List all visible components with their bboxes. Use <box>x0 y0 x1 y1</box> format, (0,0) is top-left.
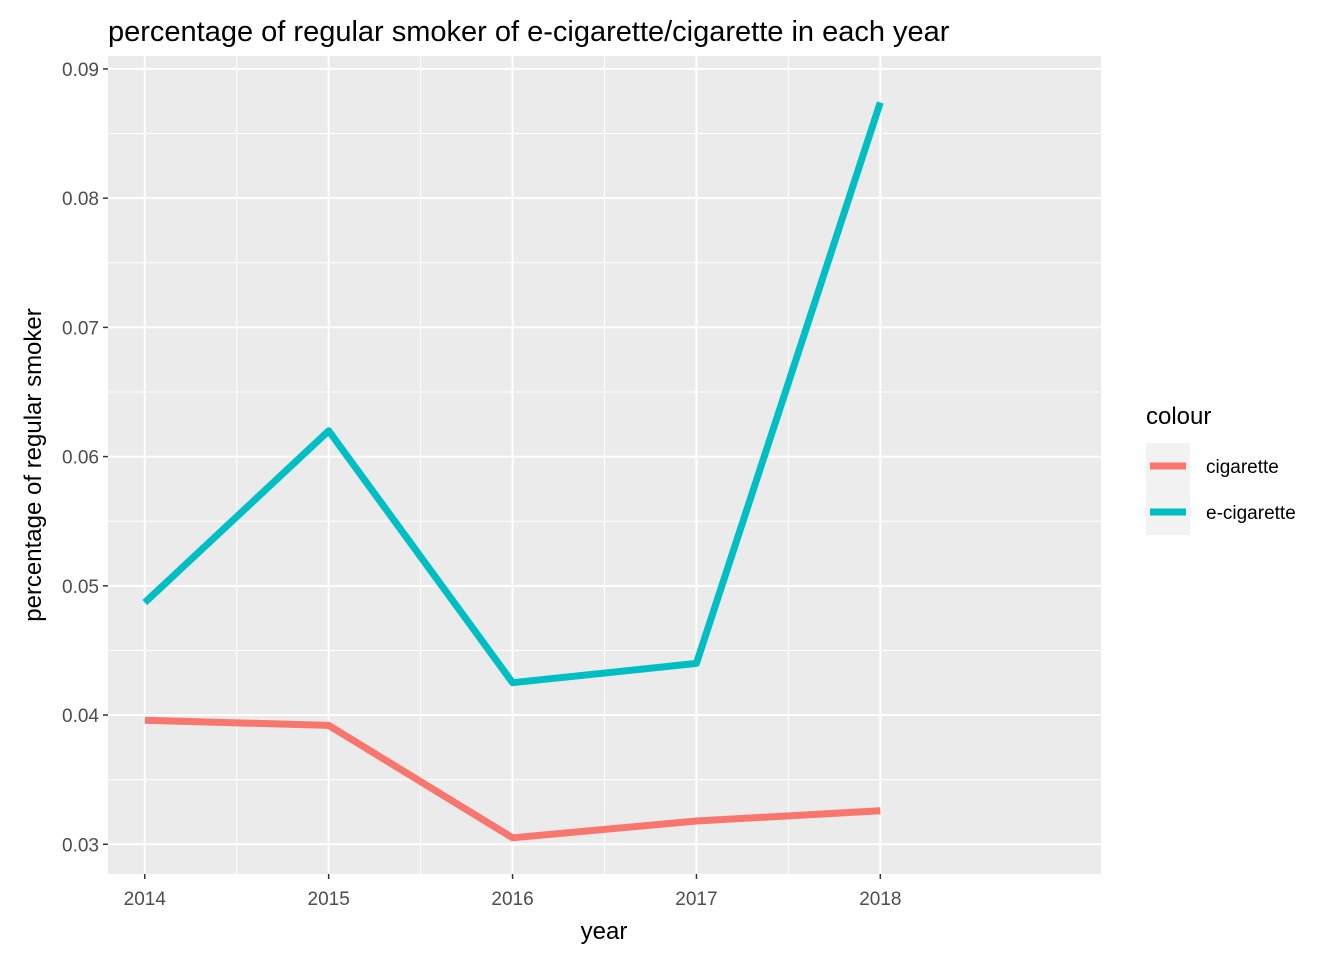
y-tick-label: 0.09 <box>62 60 99 81</box>
x-axis-title: year <box>581 918 628 945</box>
y-axis-title: percentage of regular smoker <box>20 308 47 622</box>
x-tick-label: 2015 <box>308 889 350 910</box>
grid <box>108 56 1101 874</box>
series-line-e-cigarette <box>142 101 884 687</box>
x-tick-label: 2018 <box>859 889 901 910</box>
series-line-cigarette <box>144 716 881 842</box>
legend: colour cigarette e-cigarette <box>1146 403 1296 535</box>
series-lines <box>142 101 884 842</box>
y-axis: 0.03 0.04 0.05 0.06 0.07 0.08 0.09 <box>62 60 108 856</box>
y-tick-label: 0.03 <box>62 835 99 856</box>
legend-label-cigarette: cigarette <box>1206 457 1279 478</box>
y-tick-label: 0.06 <box>62 448 99 469</box>
x-tick-label: 2016 <box>491 889 533 910</box>
x-tick-label: 2017 <box>675 889 717 910</box>
chart-title: percentage of regular smoker of e-cigare… <box>108 16 950 48</box>
legend-title: colour <box>1146 403 1211 430</box>
y-tick-label: 0.04 <box>62 706 99 727</box>
legend-label-e-cigarette: e-cigarette <box>1206 503 1296 524</box>
y-tick-label: 0.05 <box>62 577 99 598</box>
x-axis: 2014 2015 2016 2017 2018 <box>124 874 901 910</box>
x-tick-label: 2014 <box>124 889 167 910</box>
y-tick-label: 0.08 <box>62 189 99 210</box>
legend-items: cigarette e-cigarette <box>1146 443 1296 535</box>
y-tick-label: 0.07 <box>62 318 99 339</box>
